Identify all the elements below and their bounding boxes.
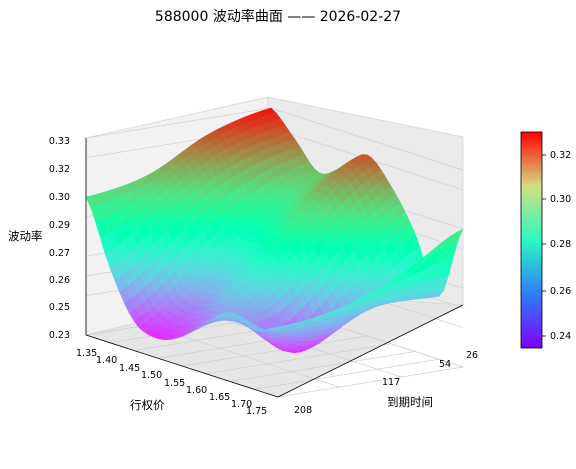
x-tick-label: 1.50 [141, 370, 162, 381]
x-tick-label: 1.35 [76, 348, 97, 359]
y-tick-label: 117 [382, 377, 400, 388]
z-axis-label: 波动率 [8, 229, 43, 243]
z-tick-label: 0.26 [49, 275, 70, 286]
gridline [181, 335, 368, 367]
x-tick-label: 1.65 [209, 392, 230, 403]
chart-title: 588000 波动率曲面 —— 2026-02-27 [155, 8, 401, 25]
z-tick-label: 0.27 [49, 248, 70, 259]
z-tick-label: 0.33 [49, 136, 70, 147]
y-tick-label: 208 [294, 405, 312, 416]
colorbar-tick-label: 0.24 [550, 331, 571, 342]
surface [85, 107, 464, 354]
x-ticks: 1.35 1.40 1.45 1.50 1.55 1.60 1.65 1.70 … [76, 348, 267, 417]
y-tick-label: 54 [439, 359, 451, 370]
x-tick-label: 1.55 [164, 378, 185, 389]
colorbar-tick-label: 0.26 [550, 286, 571, 297]
y-axis-label: 到期时间 [387, 395, 433, 409]
y-ticks: 26 54 117 208 [294, 350, 478, 416]
x-tick-label: 1.75 [246, 406, 267, 417]
gridline [205, 343, 392, 375]
z-tick-label: 0.32 [49, 164, 70, 175]
z-ticks: 0.33 0.32 0.30 0.29 0.27 0.26 0.25 0.23 [49, 136, 70, 341]
colorbar-tick-label: 0.28 [550, 239, 571, 250]
x-tick-label: 1.70 [231, 399, 252, 410]
surface-patch [273, 326, 285, 329]
gridline [229, 351, 416, 382]
z-tick-label: 0.29 [49, 220, 70, 231]
gridline [270, 107, 464, 171]
x-tick-label: 1.60 [186, 385, 207, 396]
y-axis-line [277, 304, 464, 398]
gridline [277, 366, 464, 398]
x-tick-label: 1.45 [119, 363, 140, 374]
x-tick-label: 1.40 [96, 355, 117, 366]
colorbar-tick-label: 0.32 [550, 150, 571, 161]
gridline [85, 107, 272, 139]
colorbar-ticks: 0.32 0.30 0.28 0.26 0.24 [542, 150, 571, 342]
gridline [253, 358, 440, 390]
colorbar [520, 131, 543, 349]
x-axis-line [85, 334, 279, 398]
z-tick-label: 0.30 [49, 192, 70, 203]
x-axis-label: 行权价 [130, 398, 165, 412]
z-tick-label: 0.25 [49, 302, 70, 313]
colorbar-tick-label: 0.30 [550, 194, 571, 205]
z-tick-label: 0.23 [49, 330, 70, 341]
y-tick-label: 26 [466, 350, 478, 361]
